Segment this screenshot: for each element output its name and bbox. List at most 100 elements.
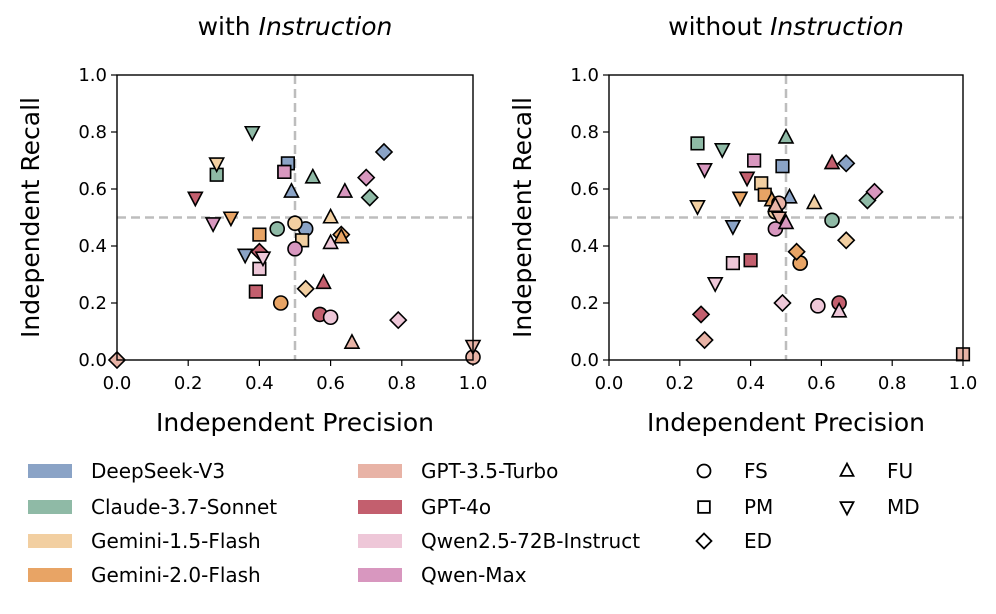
point-deepseek-v3-square (775, 159, 790, 174)
x-axis-label: Independent Precision (647, 408, 925, 437)
legend-marker-triangle-down (839, 501, 855, 517)
y-tick-label: 1.0 (570, 65, 599, 86)
point-gpt-3-5-turbo-triangle-up (767, 196, 784, 213)
legend-marker-triangle-up (839, 461, 855, 477)
point-qwen2-5-72b-instruct-diamond (389, 310, 408, 330)
y-tick-label: 0.0 (570, 350, 599, 371)
point-gemini-1-5-flash-diamond (296, 279, 315, 298)
point-qwen2-5-72b-instruct-triangle-up (830, 301, 848, 318)
point-qwen2-5-72b-instruct-triangle-up (322, 233, 339, 250)
point-claude-3-7-sonnet-square (690, 136, 705, 151)
legend-swatch-qwen2-5-72b-instruct (358, 534, 402, 548)
point-qwen-max-square (277, 164, 292, 180)
x-tick-label: 0.6 (316, 373, 345, 394)
y-tick-label: 0.2 (78, 293, 107, 314)
y-tick-label: 0.4 (570, 236, 599, 257)
point-claude-3-7-sonnet-triangle-up (777, 127, 795, 144)
x-tick-label: 0.0 (103, 373, 132, 394)
point-gemini-2-0-flash-square (252, 227, 267, 242)
point-deepseek-v3-diamond (374, 142, 394, 162)
legend-label: Claude-3.7-Sonnet (91, 495, 277, 519)
legend-marker-label: FS (744, 459, 768, 483)
point-gpt-4o-diamond (691, 305, 711, 324)
x-tick-label: 0.4 (736, 373, 765, 394)
point-gpt-3-5-turbo-triangle-up (343, 333, 361, 349)
y-tick-label: 0.8 (570, 122, 599, 143)
point-qwen2-5-72b-instruct-circle (810, 298, 826, 314)
x-tick-label: 1.0 (949, 373, 978, 394)
x-axis-label: Independent Precision (156, 408, 434, 437)
point-claude-3-7-sonnet-triangle-up (304, 167, 322, 184)
point-qwen-max-triangle-down (204, 217, 222, 233)
point-deepseek-v3-triangle-down (724, 220, 742, 236)
point-claude-3-7-sonnet-diamond (360, 188, 379, 207)
point-gemini-2-0-flash-triangle-down (731, 191, 749, 208)
legend-label: GPT-4o (421, 495, 491, 519)
point-qwen-max-triangle-down (696, 163, 713, 179)
panel-title: without Instruction (668, 12, 904, 41)
point-gemini-2-0-flash-circle (272, 295, 289, 311)
point-gpt-4o-triangle-down (738, 171, 756, 188)
legend-marker-diamond (695, 532, 713, 550)
axes-frame (608, 74, 964, 361)
point-gpt-4o-triangle-up (823, 153, 841, 170)
point-qwen-max-circle (287, 241, 303, 257)
x-tick-label: 0.8 (878, 373, 907, 394)
point-gemini-1-5-flash-triangle-down (689, 200, 706, 216)
legend-swatch-claude-3-7-sonnet (28, 500, 72, 514)
y-axis-label: Independent Recall (16, 97, 45, 338)
x-tick-label: 0.6 (807, 373, 836, 394)
point-gemini-1-5-flash-circle (287, 215, 303, 231)
point-gemini-2-0-flash-triangle-down (222, 211, 240, 228)
legend-label: Gemini-2.0-Flash (91, 563, 261, 587)
point-gpt-4o-square (743, 253, 758, 268)
point-claude-3-7-sonnet-triangle-down (713, 143, 731, 159)
point-gemini-1-5-flash-diamond (836, 231, 856, 250)
point-qwen2-5-72b-instruct-diamond (773, 293, 792, 313)
x-tick-label: 0.2 (174, 373, 203, 394)
y-tick-label: 0.8 (78, 122, 107, 143)
legend-marker-square (697, 500, 711, 514)
x-tick-label: 0.4 (245, 373, 274, 394)
point-gpt-4o-triangle-down (186, 191, 204, 208)
legend-label: Qwen-Max (421, 563, 527, 587)
legend-marker-label: PM (744, 495, 773, 519)
point-gemini-1-5-flash-triangle-down (208, 157, 226, 174)
point-gemini-2-0-flash-triangle-up (332, 227, 350, 244)
panel-title-prefix: without (668, 12, 770, 41)
point-qwen2-5-72b-instruct-circle (322, 309, 339, 326)
y-tick-label: 0.4 (78, 236, 107, 257)
legend-swatch-gpt-4o (358, 500, 402, 514)
point-qwen-max-diamond (357, 168, 376, 187)
point-deepseek-v3-diamond (836, 154, 856, 173)
point-qwen-max-triangle-up (336, 182, 354, 198)
legend-label: DeepSeek-V3 (91, 459, 225, 483)
point-deepseek-v3-triangle-up (283, 182, 300, 198)
point-gpt-4o-triangle-up (315, 273, 332, 290)
point-deepseek-v3-triangle-up (781, 187, 798, 204)
legend-label: GPT-3.5-Turbo (421, 459, 558, 483)
y-tick-label: 0.6 (78, 179, 107, 200)
panel-without-instruction: without Instruction 0.0 0.2 0.4 0.6 0.8 1.0 0.0… (508, 12, 977, 437)
point-claude-3-7-sonnet-circle (824, 212, 840, 229)
y-axis-label: Independent Recall (508, 97, 537, 338)
panel-title: with Instruction (198, 12, 393, 41)
point-qwen-max-diamond (865, 182, 884, 202)
panel-title-italic: Instruction (770, 12, 904, 41)
panel-title-italic: Instruction (259, 12, 393, 41)
legend-marker-label: FU (887, 459, 913, 483)
axes-frame (116, 74, 474, 361)
legend-swatch-deepseek-v3 (28, 464, 72, 478)
legend: DeepSeek-V3 Claude-3.7-Sonnet Gemini-1.5-F… (28, 459, 920, 587)
point-gpt-3-5-turbo-triangle-down (770, 211, 788, 228)
y-tick-label: 0.6 (570, 179, 599, 200)
x-tick-label: 0.2 (665, 373, 694, 394)
legend-marker-label: ED (744, 529, 772, 553)
legend-marker-circle (696, 463, 712, 479)
y-tick-label: 1.0 (78, 65, 107, 86)
point-gpt-3-5-turbo-diamond (695, 330, 714, 350)
legend-swatch-qwen-max (358, 568, 402, 582)
point-gpt-4o-square (248, 284, 263, 299)
x-tick-label: 0.8 (387, 373, 416, 394)
